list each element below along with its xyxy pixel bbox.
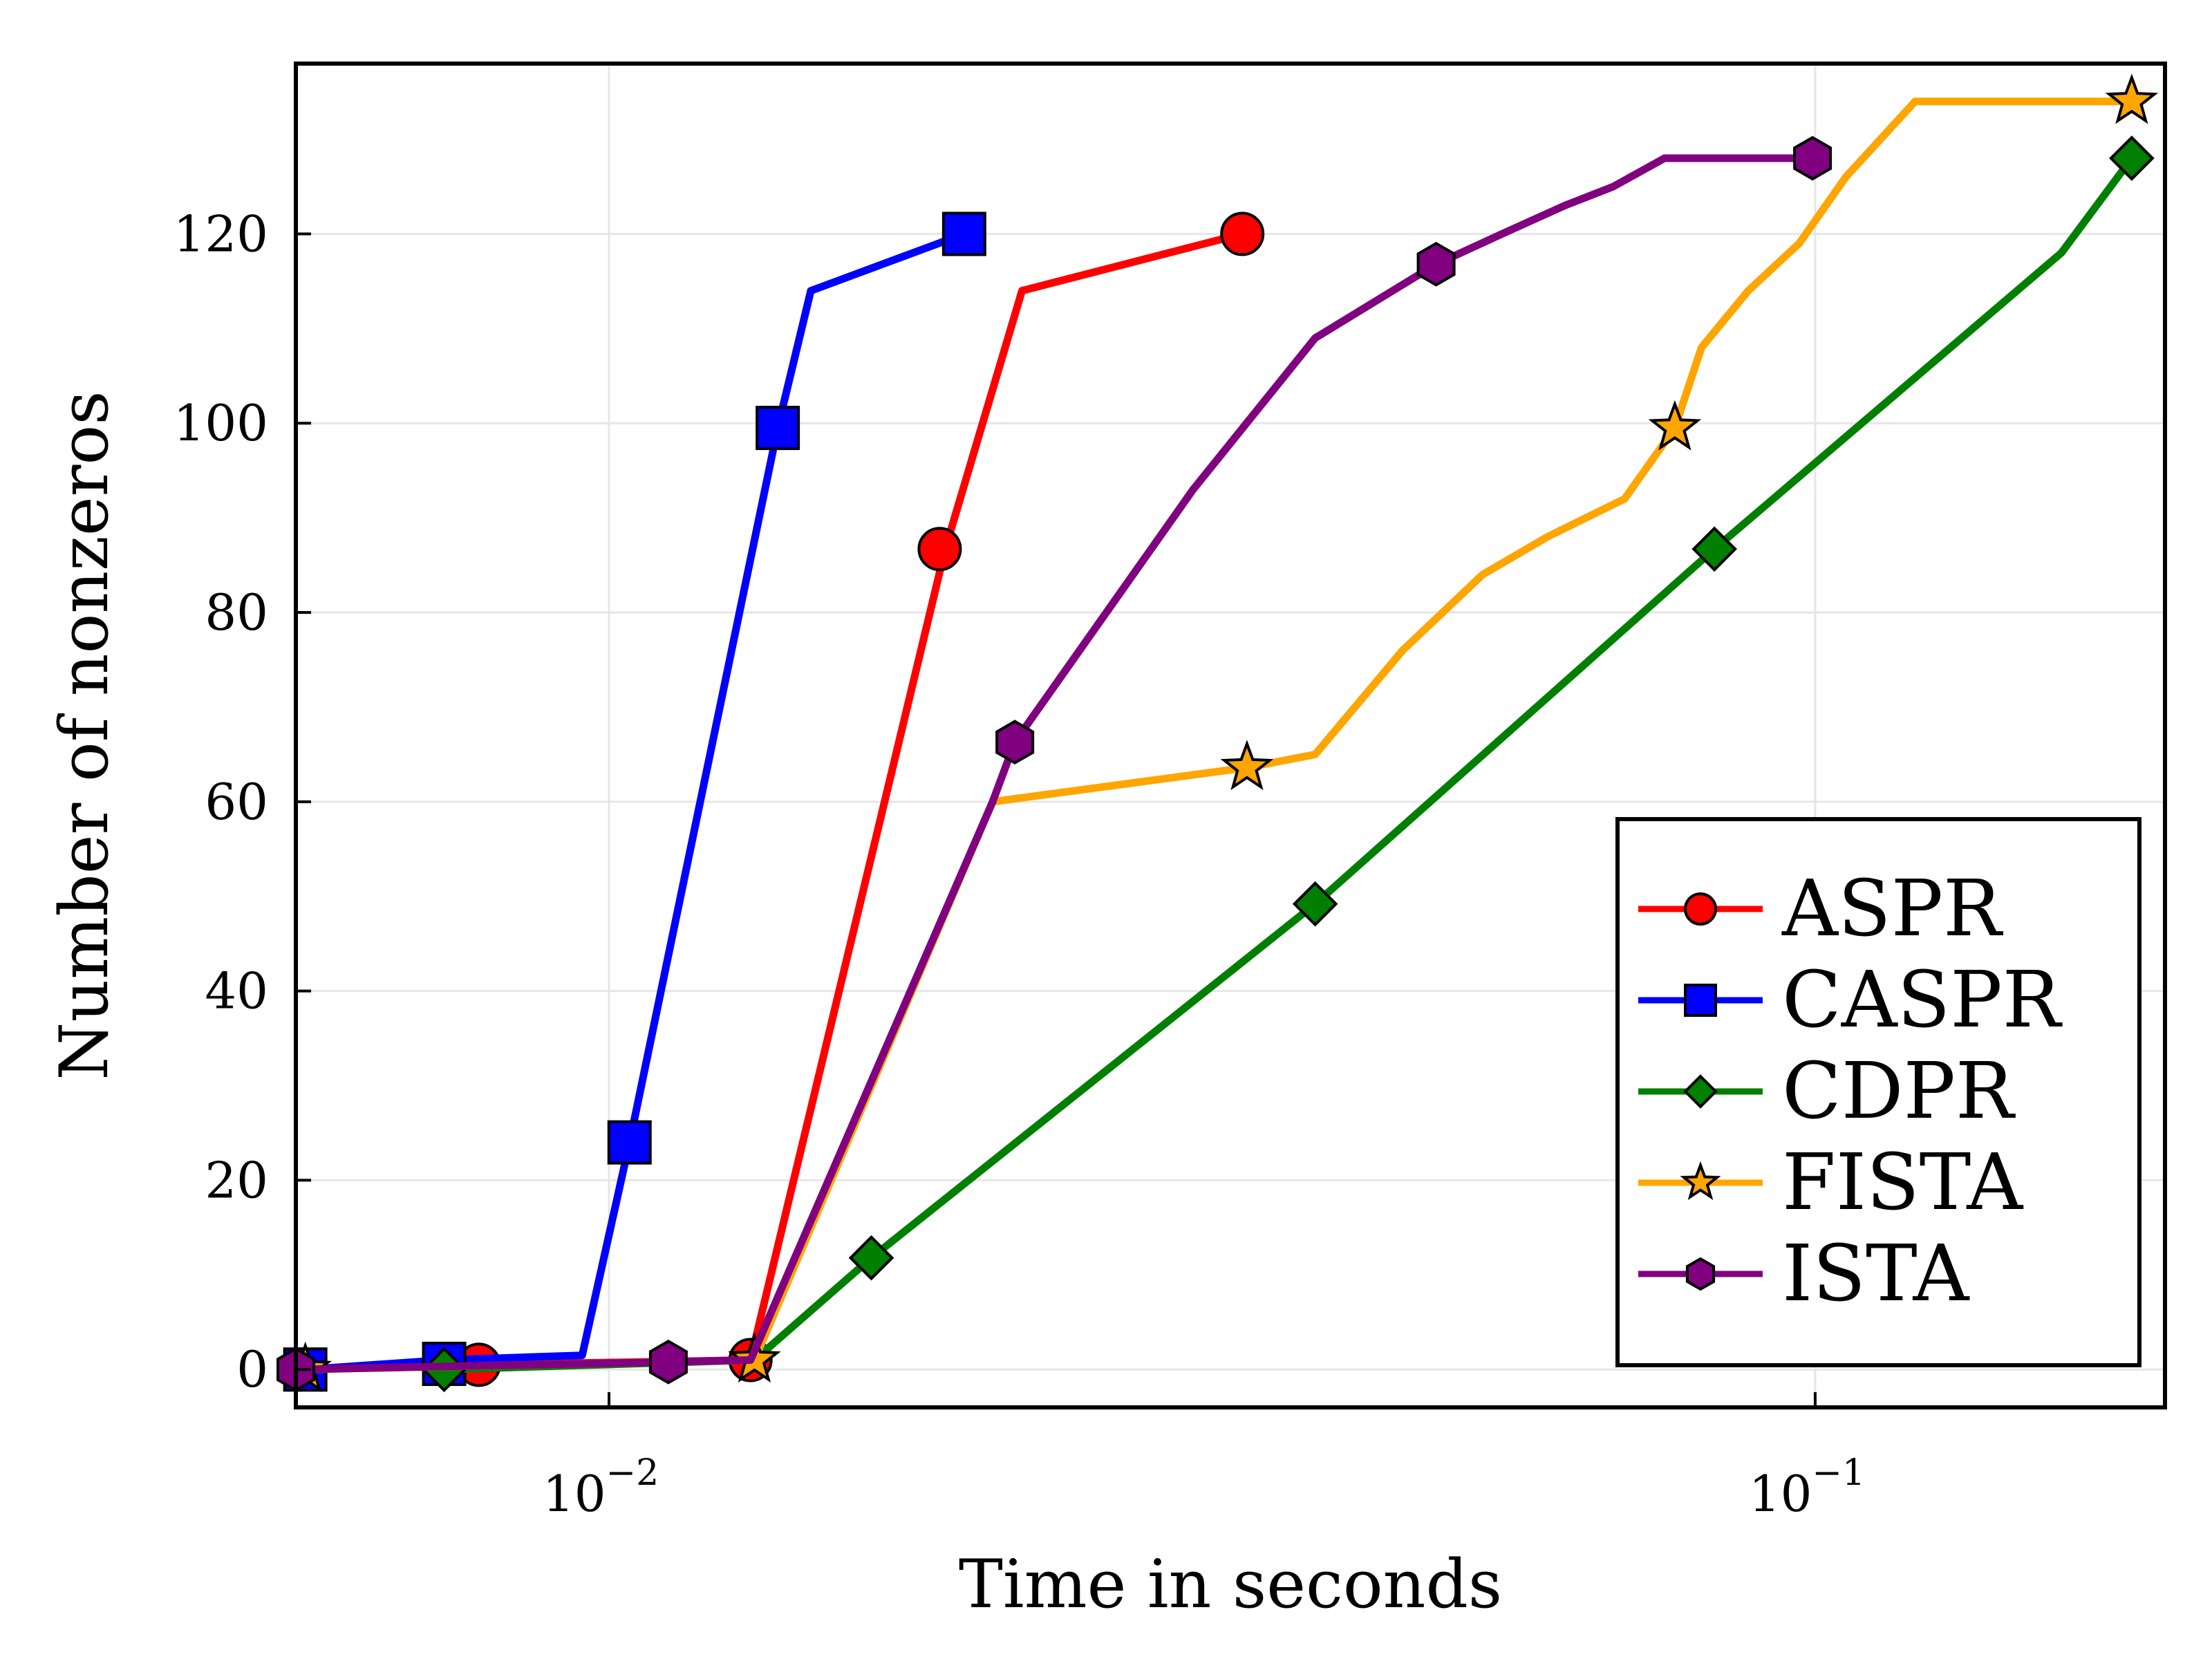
y-tick-label: 120 — [174, 205, 268, 263]
y-tick-label: 80 — [205, 583, 268, 641]
marker-circle — [1684, 892, 1717, 926]
marker-square — [941, 212, 986, 256]
marker-hexagon — [648, 1339, 688, 1385]
marker-hexagon — [1685, 1257, 1716, 1291]
marker-hexagon — [1793, 135, 1833, 181]
marker-star — [1648, 400, 1702, 451]
legend-label: ASPR — [1781, 864, 2004, 954]
marker-circle — [917, 527, 962, 572]
marker-diamond — [848, 1235, 894, 1281]
marker-star — [2105, 73, 2159, 124]
legend-label: FISTA — [1782, 1138, 2023, 1228]
x-tick-exponent: −2 — [606, 1452, 659, 1494]
legend-label: CDPR — [1782, 1047, 2016, 1136]
y-tick-label: 0 — [236, 1340, 268, 1398]
y-tick-label: 100 — [174, 394, 268, 452]
marker-square — [756, 406, 800, 451]
series-line-fista — [301, 97, 2136, 1374]
x-tick-label: 10−2 — [543, 1452, 659, 1523]
grid-lines — [296, 64, 2165, 1407]
marker-hexagon — [995, 720, 1035, 765]
x-tick-base: 10 — [543, 1465, 606, 1523]
legend-entry-cdpr: CDPR — [1638, 1047, 2016, 1136]
legend-entry-caspr: CASPR — [1638, 955, 2063, 1045]
marker-diamond — [1292, 881, 1338, 927]
legend-entry-aspr: ASPR — [1638, 864, 2004, 954]
x-tick-label: 10−1 — [1749, 1452, 1865, 1523]
legend-label: CASPR — [1782, 955, 2063, 1045]
series-line-ista — [292, 154, 1817, 1374]
marker-diamond — [2109, 135, 2155, 181]
marker-diamond — [1683, 1074, 1718, 1109]
marker-circle — [1220, 212, 1265, 256]
legend-entry-ista: ISTA — [1638, 1229, 1970, 1319]
marker-square — [607, 1120, 652, 1165]
x-tick-base: 10 — [1749, 1465, 1812, 1523]
marker-hexagon — [1416, 241, 1456, 287]
legend-entry-fista: FISTA — [1638, 1138, 2023, 1228]
x-tick-exponent: −1 — [1812, 1452, 1865, 1494]
marker-square — [1684, 984, 1717, 1017]
plot-frame — [294, 62, 2167, 1409]
legend-label: ISTA — [1782, 1229, 1970, 1319]
y-axis-title: Number of nonzeros — [46, 391, 123, 1080]
marker-diamond — [1691, 526, 1737, 572]
marker-star — [1220, 740, 1274, 791]
series-layer — [276, 73, 2159, 1393]
x-axis-title: Time in seconds — [959, 1546, 1502, 1623]
marker-star — [1680, 1161, 1721, 1201]
y-tick-label: 60 — [205, 773, 268, 831]
series-ista — [276, 135, 1833, 1392]
y-tick-label: 40 — [205, 962, 268, 1020]
y-tick-label: 20 — [205, 1151, 268, 1209]
